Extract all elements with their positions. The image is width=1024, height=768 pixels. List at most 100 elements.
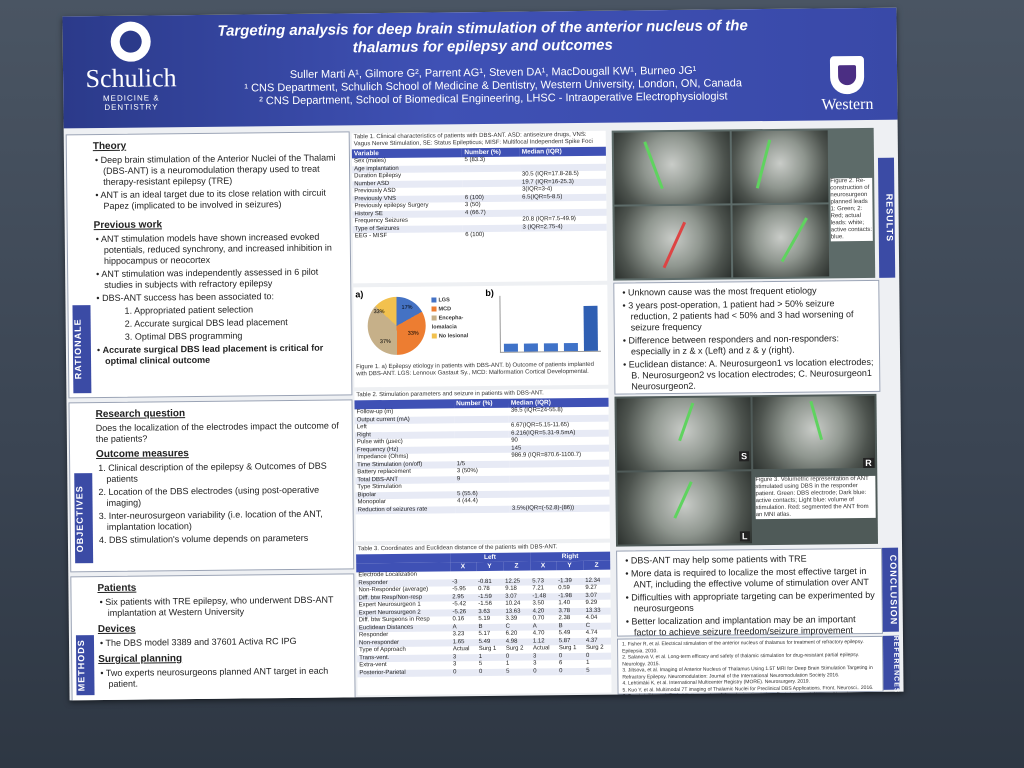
- theory-heading: Theory: [92, 140, 127, 153]
- orientation-label-s: S: [739, 451, 750, 462]
- poster: Schulich MEDICINE & DENTISTRY Targeting …: [62, 7, 904, 701]
- figure-2-caption: Figure 2. Re-construction of neurosurgeo…: [830, 177, 873, 242]
- figure-1-label-b: b): [485, 287, 494, 298]
- results-bullet-4: • Euclidean distance: A. Neurosurgeon1 v…: [623, 356, 874, 392]
- table-cell: Posterior-Parietal: [357, 668, 452, 678]
- objectives-tab: OBJECTIVES: [74, 473, 94, 564]
- conclusion-bullet-1: • DBS-ANT may help some patients with TR…: [625, 553, 807, 566]
- schulich-logo-text: Schulich: [85, 63, 177, 94]
- poster-title: Targeting analysis for deep brain stimul…: [217, 17, 748, 57]
- western-logo: Western: [807, 55, 888, 115]
- theory-bullet-2: • ANT is an ideal target due to its clos…: [95, 187, 326, 211]
- outcome-item-4: 4. DBS stimulation's volume depends on p…: [98, 532, 309, 546]
- table-1: Table 1. Clinical characteristics of pat…: [351, 130, 608, 284]
- prev-bullet-4: • Accurate surgical DBS lead placement i…: [96, 342, 324, 366]
- conclusion-bullet-3: • Difficulties with appropriate targetin…: [625, 589, 875, 614]
- table-cell: [455, 505, 510, 514]
- table-2: Table 2. Stimulation parameters and seiz…: [354, 388, 610, 542]
- western-shield-icon: [829, 55, 865, 95]
- devices-heading: Devices: [97, 623, 136, 636]
- pie-slice-label: 33%: [373, 309, 385, 316]
- table-3-subheader: Y: [475, 561, 504, 572]
- patients-bullet: • Six patients with TRE epilepsy, who un…: [99, 594, 334, 618]
- outcome-bar: [523, 343, 538, 352]
- assoc-item-1: 1. Appropriated patient selection: [124, 304, 254, 316]
- objectives-content: Research question Does the localization …: [96, 404, 348, 567]
- schulich-logo-icon: [110, 21, 151, 62]
- prev-bullet-3: • DBS-ANT success has been associated to…: [96, 291, 275, 304]
- table-row: Posterior-Parietal 0 0 5 0 0 5: [357, 667, 612, 678]
- methods-tab: METHODS: [75, 635, 95, 696]
- mri-scan-image: [613, 131, 731, 205]
- pie-slice-label: 17%: [401, 304, 413, 311]
- results-bullet-1: • Unknown cause was the most frequent et…: [622, 285, 817, 298]
- conclusion-bullet-4: • Better localization and implantation m…: [625, 614, 856, 638]
- results-content: • Unknown cause was the most frequent et…: [620, 285, 875, 395]
- table-row: Reduction of seizures rate 3.5%(IQR=(-52.…: [355, 504, 610, 515]
- research-question-text: Does the localization of the electrodes …: [95, 420, 339, 445]
- outcome-bar-chart: [499, 294, 601, 353]
- assoc-item-3: 3. Optimal DBS programming: [124, 330, 243, 342]
- conclusion-bullet-2: • More data is required to localize the …: [625, 565, 869, 590]
- table-3-subheader: Y: [555, 560, 584, 571]
- methods-box: METHODS Patients • Six patients with TRE…: [70, 573, 356, 701]
- table-cell: 0: [476, 668, 505, 677]
- devices-bullet: • The DBS model 3389 and 37601 Activa RC…: [99, 635, 297, 649]
- table-cell: 5: [584, 667, 612, 675]
- methods-content: Patients • Six patients with TRE epileps…: [97, 578, 348, 697]
- assoc-item-2: 2. Accurate surgical DBS lead placement: [124, 317, 288, 329]
- table-cell: 3.5%(IQR=(-52.8)-(86)): [509, 504, 610, 513]
- rationale-content: Theory • Deep brain stimulation of the A…: [93, 136, 346, 393]
- pie-slice-label: 33%: [407, 330, 419, 337]
- schulich-logo-subtext: MEDICINE & DENTISTRY: [102, 93, 160, 112]
- references-content: 1. Fisher R, et al. Electrical stimulati…: [622, 639, 879, 700]
- figure-2: Figure 2. Re-construction of neurosurgeo…: [611, 127, 876, 281]
- outcome-item-3: 3. Inter-neurosurgeon variability (i.e. …: [98, 508, 323, 532]
- conclusion-tab: CONCLUSION: [882, 547, 899, 632]
- orientation-label-r: R: [863, 457, 874, 469]
- outcome-bar: [583, 306, 598, 351]
- prev-bullet-2: • ANT stimulation was independently asse…: [96, 266, 319, 290]
- poster-header: Schulich MEDICINE & DENTISTRY Targeting …: [62, 7, 898, 129]
- mri-scan-image: [616, 397, 752, 471]
- conclusion-content: • DBS-ANT may help some patients with TR…: [623, 553, 878, 641]
- patients-heading: Patients: [97, 582, 137, 595]
- mri-scan-image: [732, 204, 830, 278]
- results-bullet-3: • Difference between responders and non-…: [622, 333, 840, 357]
- schulich-logo: Schulich MEDICINE & DENTISTRY: [81, 21, 182, 112]
- table-cell: EEG - MISF: [354, 232, 388, 240]
- results-box: • Unknown cause was the most frequent et…: [613, 279, 881, 395]
- legend-item: No lesional: [431, 332, 482, 342]
- references-box: 1. Fisher R, et al. Electrical stimulati…: [616, 635, 884, 700]
- table-1-grid: Variable Number (%) Median (IQR) Sex (ma…: [351, 146, 607, 241]
- prev-bullet-1: • ANT stimulation models have shown incr…: [95, 231, 332, 266]
- figure-1-label-a: a): [355, 289, 364, 300]
- table-cell: 0: [557, 667, 585, 676]
- western-logo-text: Western: [821, 95, 874, 114]
- table-cell: 0: [531, 667, 558, 676]
- outcome-bar: [543, 342, 558, 352]
- results-tab: RESULTS: [877, 157, 896, 278]
- research-question-heading: Research question: [95, 408, 186, 421]
- figure-1: a) 17% 33% 37% 33% LGS MCD Encepha-lomal…: [353, 284, 609, 388]
- table-cell: Reduction of seizures rate: [355, 505, 456, 515]
- mri-scan-image: [617, 471, 752, 545]
- figure-3: S R L Figure 3. Volumetric representatio…: [614, 393, 879, 547]
- table-3-subheader: Z: [502, 561, 531, 571]
- conclusion-box: • DBS-ANT may help some patients with TR…: [616, 547, 883, 637]
- figure-3-caption: Figure 3. Volumetric representation of A…: [755, 475, 876, 520]
- poster-authors: Suller Marti A¹, Gilmore G², Parrent AG¹…: [213, 64, 773, 109]
- theory-bullet-1: • Deep brain stimulation of the Anterior…: [94, 152, 336, 187]
- surgical-planning-bullet: • Two experts neurosurgeons planned ANT …: [100, 665, 329, 689]
- objectives-box: OBJECTIVES Research question Does the lo…: [68, 399, 355, 573]
- pie-legend: LGS MCD Encepha-lomalacia No lesional: [431, 296, 481, 342]
- surgical-planning-heading: Surgical planning: [98, 653, 183, 666]
- previous-work-heading: Previous work: [93, 219, 163, 232]
- legend-item: Encepha-lomalacia: [431, 315, 464, 331]
- table-cell: 5: [504, 668, 532, 676]
- table-cell: 6 (100): [465, 231, 485, 239]
- pie-slice-label: 37%: [379, 338, 391, 346]
- table-2-grid: Number (%) Median (IQR) Follow-up (m) 36.…: [354, 397, 610, 515]
- figure-1-caption: Figure 1. a) Epilepsy etiology in patien…: [356, 361, 594, 378]
- rationale-tab: RATIONALE: [72, 305, 92, 394]
